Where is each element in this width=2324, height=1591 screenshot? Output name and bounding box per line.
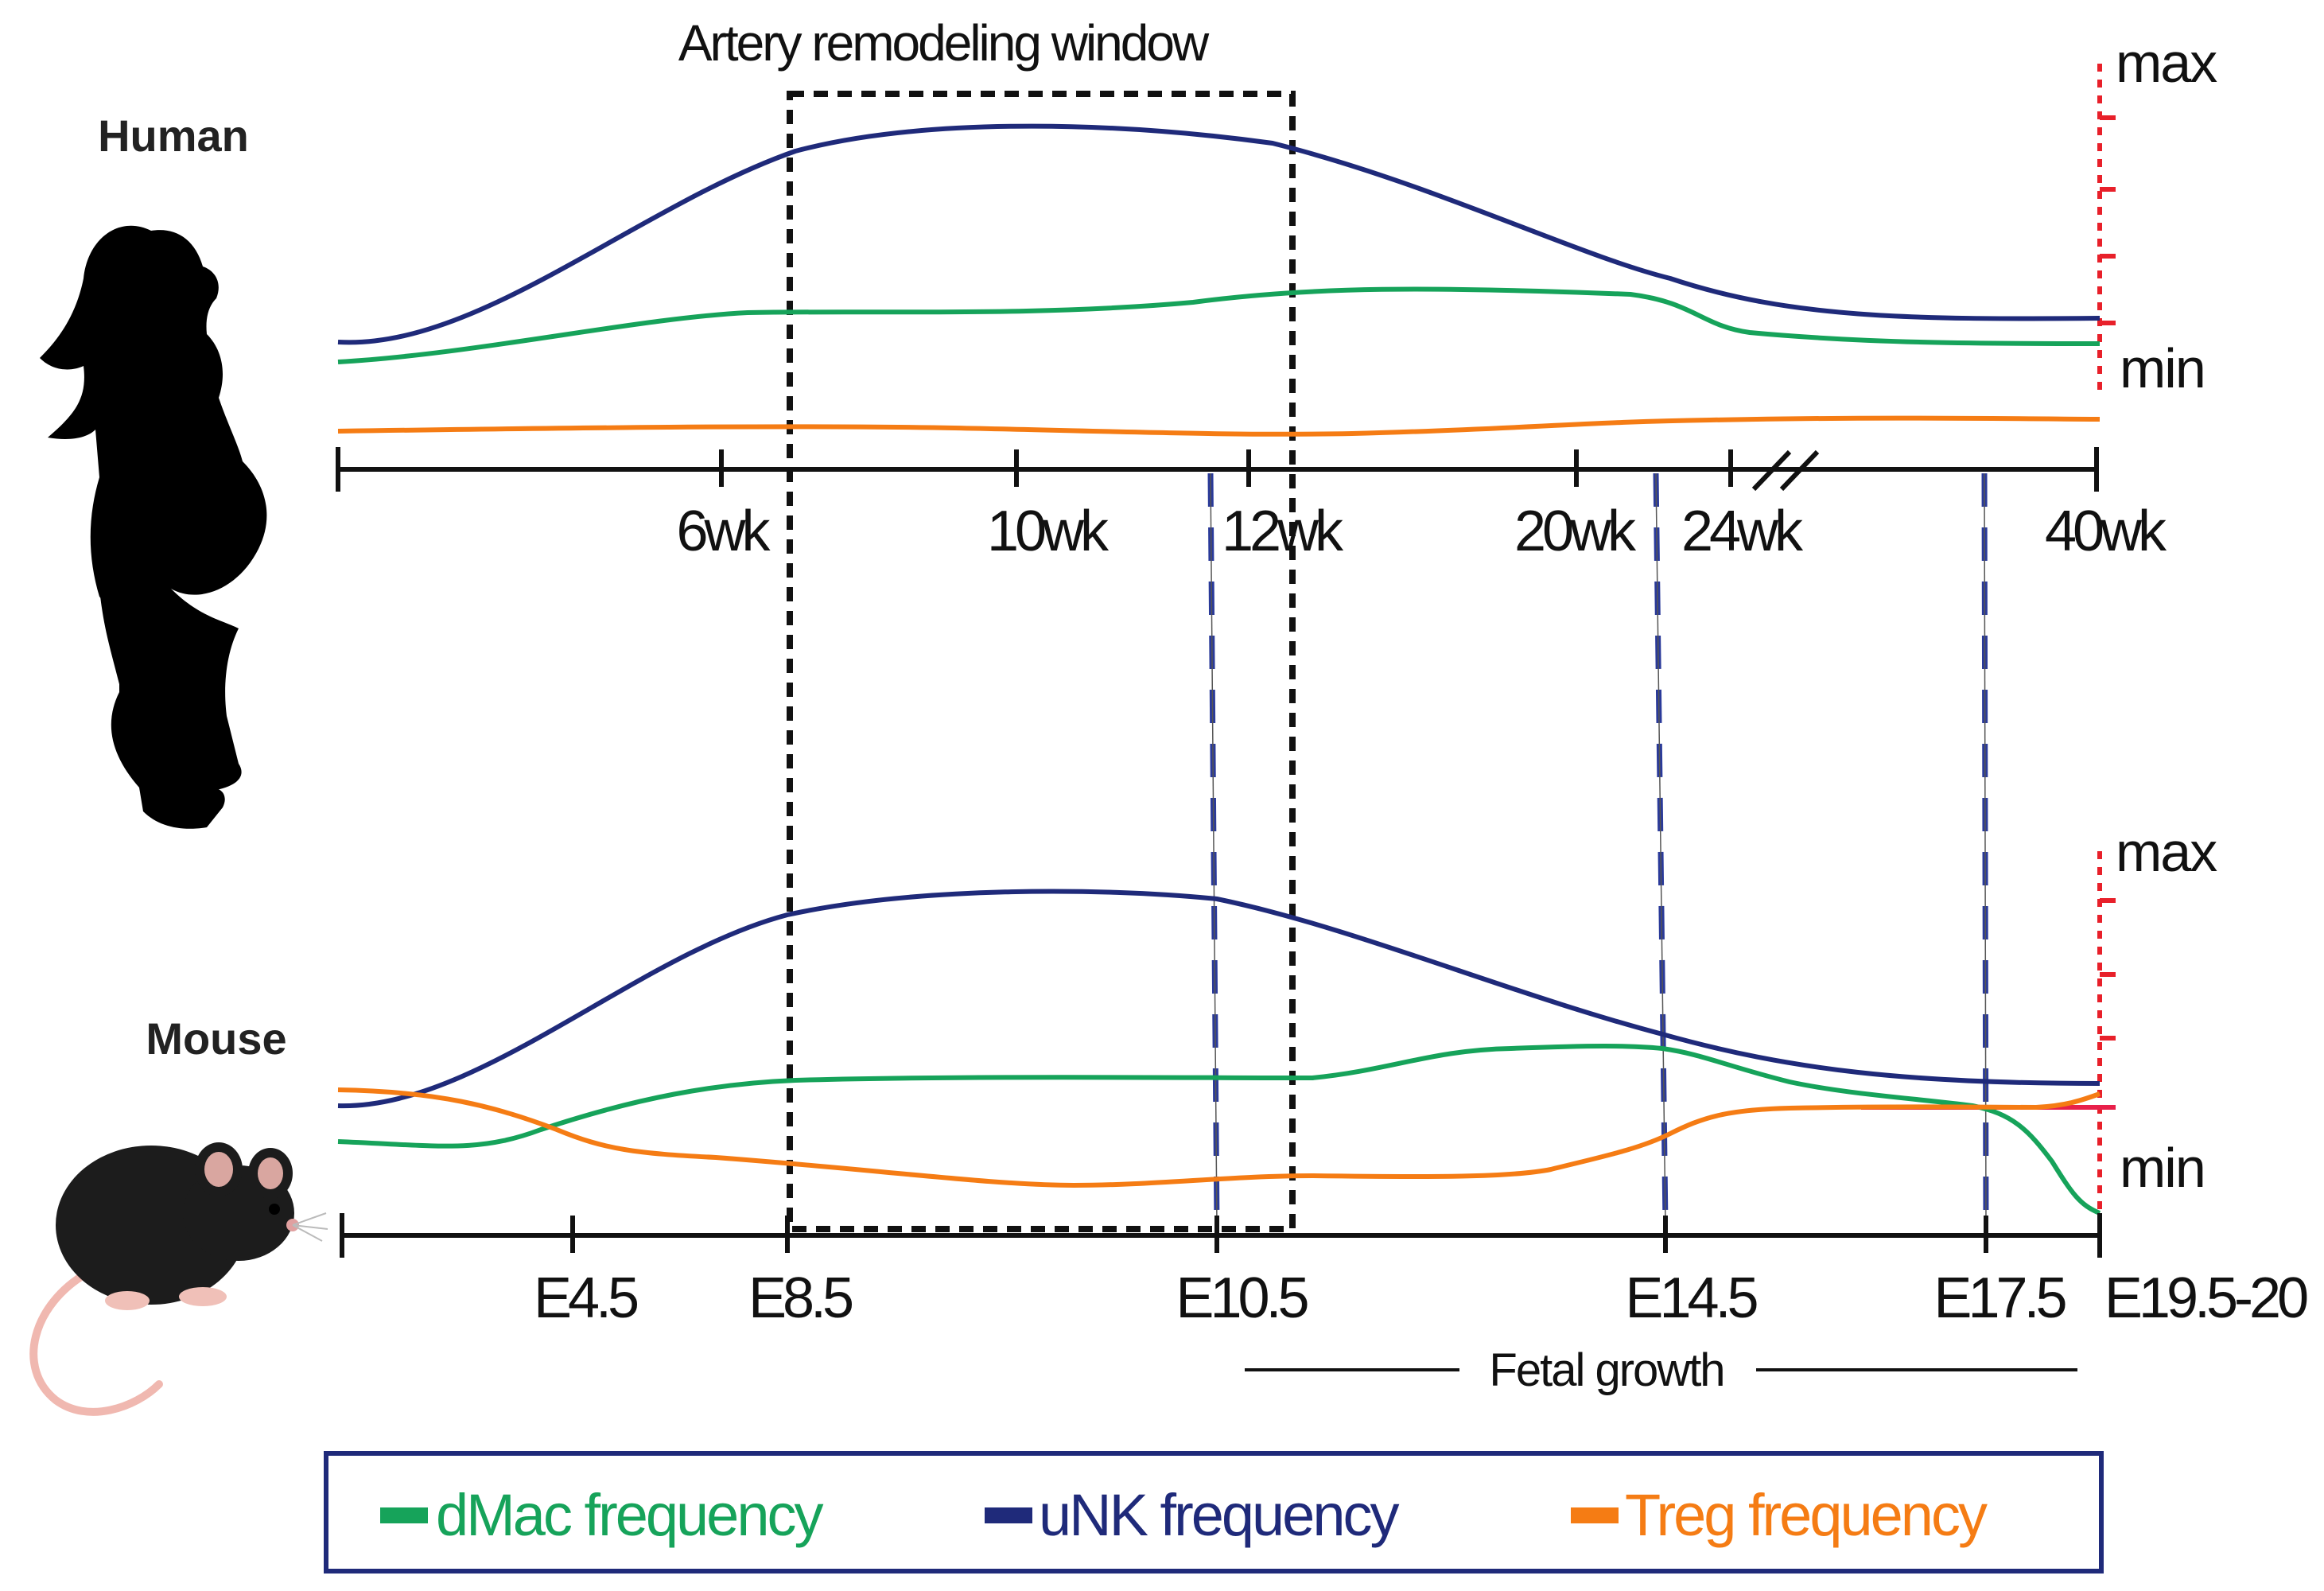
human-scale-min: min — [2120, 337, 2205, 399]
pregnant-woman-silhouette-icon — [40, 225, 267, 829]
mouse-scale-min: min — [2120, 1137, 2205, 1199]
axis-break-mark — [1779, 449, 1820, 492]
legend-box — [324, 1451, 2104, 1573]
connector-guide — [1984, 473, 1987, 1226]
mouse-label: Mouse — [146, 1013, 286, 1064]
mouse-treg-curve — [337, 1087, 2101, 1188]
human-unk-curve — [337, 123, 2101, 345]
human-dmac-curve — [337, 286, 2101, 364]
unk-legend-label: uNK frequency — [1039, 1482, 1399, 1548]
artery-remodeling-window-title: Artery remodeling window — [678, 14, 1210, 72]
human-scale-max: max — [2116, 32, 2217, 94]
human-tick-label: 10wk — [987, 500, 1110, 563]
treg-legend-label: Treg frequency — [1625, 1482, 1988, 1548]
mouse-tick-label: E14.5 — [1625, 1266, 1757, 1330]
mouse-icon — [29, 1142, 328, 1416]
human-panel: max min 6wk 10wk 12wk 20wk 24wk 40wk — [336, 32, 2219, 563]
fetal-growth-label: Fetal growth — [1489, 1344, 1724, 1396]
connector-guide — [1655, 473, 1666, 1226]
dmac-legend-swatch — [380, 1507, 428, 1523]
mouse-tick-label: E19.5-20 — [2104, 1266, 2307, 1330]
human-tick-label: 24wk — [1681, 500, 1804, 563]
axis-break-mark — [1751, 449, 1792, 492]
connector-guide — [1210, 473, 1218, 1226]
unk-legend-swatch — [985, 1507, 1032, 1523]
mouse-tick-label: E17.5 — [1933, 1266, 2066, 1330]
mouse-tick-label: E8.5 — [748, 1266, 853, 1330]
human-label: Human — [98, 111, 249, 161]
human-tick-label: 6wk — [676, 500, 771, 563]
mouse-tick-label: E10.5 — [1176, 1266, 1308, 1330]
dmac-legend-label: dMac frequency — [436, 1482, 823, 1548]
human-tick-label: 40wk — [2045, 500, 2167, 563]
mouse-unk-curve — [337, 889, 2101, 1109]
treg-legend-swatch — [1571, 1507, 1619, 1523]
mouse-panel: max min E4.5 E8.5 E10.5 E14.5 E17.5 E19.… — [337, 821, 2311, 1396]
mouse-tick-label: E4.5 — [534, 1266, 638, 1330]
artery-remodeling-window-box — [787, 91, 1296, 1232]
legend: dMac frequency uNK frequency Treg freque… — [324, 1451, 2104, 1573]
mouse-scale-max: max — [2116, 821, 2217, 883]
timepoint-connectors — [1207, 473, 1989, 1226]
human-treg-curve — [337, 415, 2101, 437]
human-tick-label: 12wk — [1222, 500, 1344, 563]
human-tick-label: 20wk — [1514, 500, 1637, 563]
